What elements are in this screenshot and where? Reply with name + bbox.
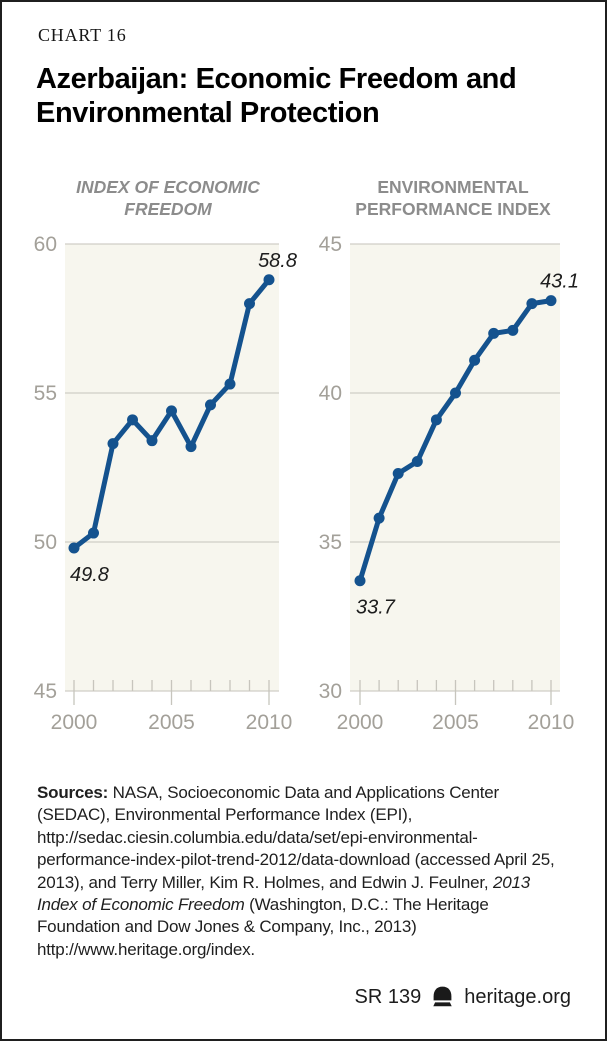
x-axis-label: 2000	[51, 711, 98, 734]
x-axis-label: 2000	[337, 711, 384, 734]
data-point	[127, 414, 138, 426]
economic-freedom-line-chart: 60 55 50 45 2000 2005 2010 49.8 58.8	[34, 233, 297, 734]
sources-text-2: (Washington, D.C.: The Heritage Foundati…	[37, 895, 489, 959]
data-point	[354, 575, 366, 587]
sources-text-italic: 2013 Index of Economic Freedom	[37, 872, 530, 915]
environmental-performance-line-chart: 45 40 35 30 2000 2005 2010 33.7 43.1	[319, 233, 579, 734]
data-point	[263, 274, 275, 286]
sources-text-1: NASA, Socioeconomic Data and Application…	[37, 783, 555, 892]
data-point	[392, 467, 404, 479]
data-point	[107, 438, 119, 450]
chart-title-line: PERFORMANCE INDEX	[355, 199, 551, 219]
chart-number-kicker: CHART 16	[38, 25, 127, 45]
data-point	[88, 527, 99, 539]
liberty-bell-icon	[433, 986, 452, 1007]
data-point	[166, 405, 177, 417]
economic-freedom-chart-title: INDEX OF ECONOMIC FREEDOM	[32, 176, 304, 220]
report-id: SR 139	[354, 985, 422, 1008]
data-point	[545, 295, 557, 307]
x-axis-label: 2005	[148, 711, 195, 734]
footer: SR 139 heritage.org	[355, 985, 571, 1009]
y-axis-label: 55	[34, 382, 57, 405]
y-axis-label: 40	[319, 382, 342, 405]
data-point	[68, 542, 80, 554]
data-point	[411, 456, 423, 468]
y-axis-label: 60	[34, 233, 57, 256]
page-title-line-1: Azerbaijan: Economic Freedom and	[36, 63, 517, 95]
y-axis-label: 50	[34, 531, 57, 554]
x-axis-label: 2005	[432, 711, 479, 734]
y-axis-label: 30	[319, 680, 342, 703]
y-axis-label: 35	[319, 531, 342, 554]
chart-title-line: FREEDOM	[124, 199, 212, 219]
chart-title-line: INDEX OF ECONOMIC	[76, 177, 260, 197]
data-point	[185, 441, 197, 453]
y-axis-label: 45	[34, 680, 57, 703]
page-title-line-2: Environmental Protection	[36, 97, 380, 129]
page-title: Azerbaijan: Economic Freedom and Environ…	[36, 62, 586, 130]
last-point-label: 43.1	[540, 271, 579, 293]
first-point-label: 33.7	[356, 597, 396, 619]
first-point-label: 49.8	[70, 564, 109, 586]
x-axis-label: 2010	[246, 711, 293, 734]
data-point	[244, 298, 255, 310]
chart-title-line: ENVIRONMENTAL	[377, 177, 529, 197]
data-point	[430, 414, 442, 426]
data-point	[146, 435, 158, 447]
y-axis-label: 45	[319, 233, 342, 256]
data-point	[507, 324, 519, 336]
data-point	[488, 327, 500, 339]
environmental-performance-chart-title: ENVIRONMENTAL PERFORMANCE INDEX	[317, 176, 589, 220]
last-point-label: 58.8	[258, 250, 297, 272]
x-axis-label: 2010	[528, 711, 575, 734]
data-point	[224, 378, 236, 390]
plot-area	[350, 244, 560, 691]
data-point	[450, 387, 461, 399]
data-point	[373, 512, 385, 524]
brand-url: heritage.org	[464, 985, 571, 1008]
sources-label: Sources:	[37, 783, 109, 802]
data-point	[526, 298, 538, 310]
sources-note: Sources: NASA, Socioeconomic Data and Ap…	[37, 782, 559, 961]
data-point	[469, 354, 481, 366]
data-point	[205, 399, 216, 411]
